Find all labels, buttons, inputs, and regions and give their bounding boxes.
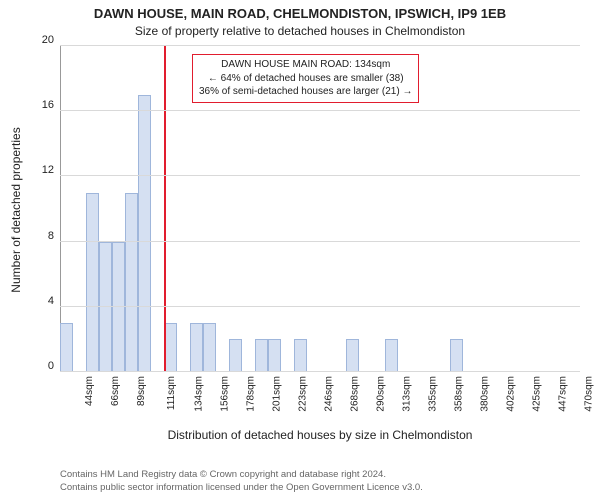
x-tick-label: 246sqm [324, 376, 335, 412]
x-tick-label: 470sqm [584, 376, 595, 412]
x-tick-label: 380sqm [480, 376, 491, 412]
x-tick-label: 402sqm [506, 376, 517, 412]
plot-area: DAWN HOUSE MAIN ROAD: 134sqm ← 64% of de… [60, 46, 580, 372]
chart-title-line2: Size of property relative to detached ho… [0, 24, 600, 38]
histogram-bar [203, 323, 216, 372]
gridline [60, 175, 580, 176]
y-tick-label: 0 [48, 360, 54, 372]
gridline [60, 306, 580, 307]
x-tick-label: 290sqm [376, 376, 387, 412]
attribution-line2: Contains public sector information licen… [60, 482, 580, 494]
y-axis-label: Number of detached properties [9, 127, 23, 292]
histogram-bar [60, 323, 73, 372]
x-axis-label: Distribution of detached houses by size … [60, 428, 580, 442]
x-tick-label: 358sqm [454, 376, 465, 412]
histogram-bar [190, 323, 203, 372]
histogram-bar [125, 193, 138, 372]
histogram-bar [255, 339, 268, 372]
x-tick-label: 89sqm [136, 376, 147, 406]
histogram-bar [229, 339, 242, 372]
property-annotation: DAWN HOUSE MAIN ROAD: 134sqm ← 64% of de… [192, 54, 419, 103]
x-tick-label: 178sqm [246, 376, 257, 412]
x-tick-label: 335sqm [428, 376, 439, 412]
y-tick-label: 20 [42, 34, 54, 46]
gridline [60, 45, 580, 46]
histogram-bar [294, 339, 307, 372]
annotation-line3: 36% of semi-detached houses are larger (… [199, 85, 412, 99]
x-tick-label: 447sqm [558, 376, 569, 412]
annotation-line1: DAWN HOUSE MAIN ROAD: 134sqm [199, 58, 412, 72]
y-tick-label: 12 [42, 164, 54, 176]
x-tick-label: 425sqm [532, 376, 543, 412]
histogram-bar [138, 95, 151, 372]
x-tick-label: 44sqm [84, 376, 95, 406]
histogram-bar [86, 193, 99, 372]
y-tick-label: 4 [48, 295, 54, 307]
gridline [60, 110, 580, 111]
histogram-bar [450, 339, 463, 372]
x-tick-label: 268sqm [350, 376, 361, 412]
x-tick-label: 134sqm [194, 376, 205, 412]
attribution-line1: Contains HM Land Registry data © Crown c… [60, 469, 580, 481]
chart-title-line1: DAWN HOUSE, MAIN ROAD, CHELMONDISTON, IP… [0, 6, 600, 21]
x-tick-label: 313sqm [402, 376, 413, 412]
gridline [60, 241, 580, 242]
property-marker-line [164, 46, 166, 372]
x-tick-label: 66sqm [110, 376, 121, 406]
gridline [60, 371, 580, 372]
histogram-bar [346, 339, 359, 372]
histogram-bar [385, 339, 398, 372]
x-tick-label: 111sqm [166, 376, 177, 410]
x-tick-label: 156sqm [220, 376, 231, 412]
annotation-line2: ← 64% of detached houses are smaller (38… [199, 72, 412, 86]
x-tick-label: 223sqm [298, 376, 309, 412]
attribution: Contains HM Land Registry data © Crown c… [60, 469, 580, 494]
x-tick-label: 201sqm [272, 376, 283, 412]
histogram-bar [268, 339, 281, 372]
chart-container: DAWN HOUSE, MAIN ROAD, CHELMONDISTON, IP… [0, 0, 600, 500]
y-tick-label: 8 [48, 230, 54, 242]
y-tick-label: 16 [42, 99, 54, 111]
